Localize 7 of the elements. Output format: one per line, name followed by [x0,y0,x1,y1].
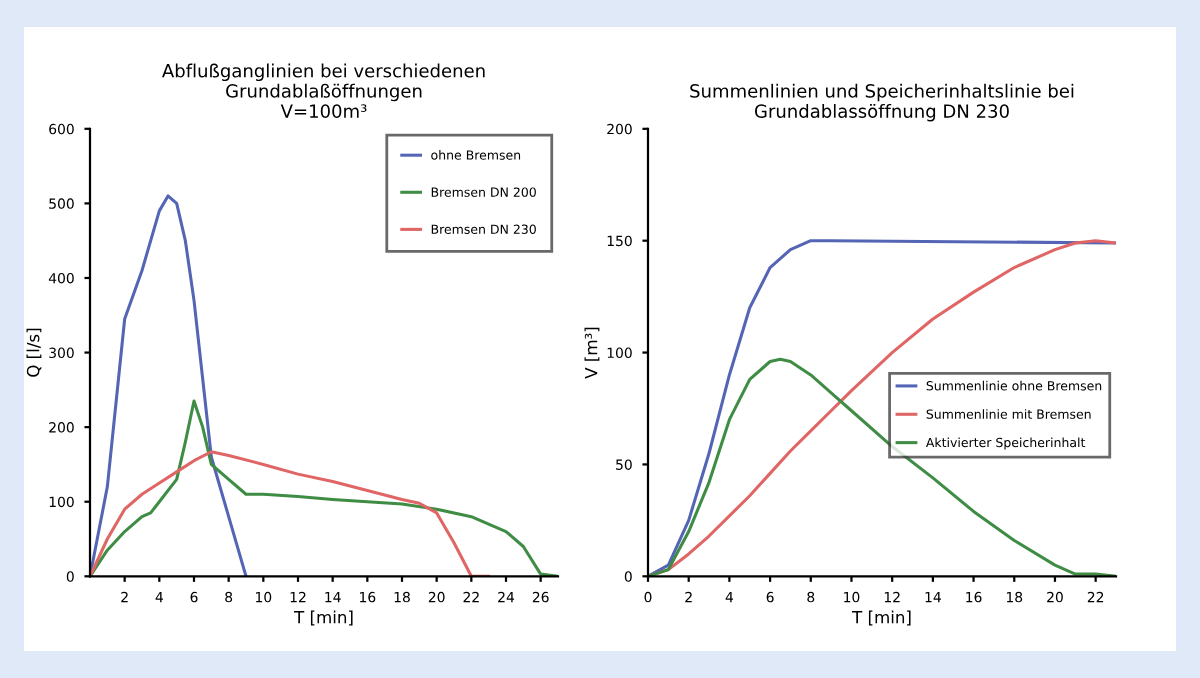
y-axis-title: Q [l/s] [26,328,42,377]
x-axis-title: T [min] [294,610,353,626]
chart-title: Summenlinien und Speicherinhaltslinie bei Grundablassöffnung DN 230 [690,83,1074,122]
chart-title: Abflußganglinien bei verschiedenen Grundablaßöffnungen V=100m³ [162,63,485,118]
line-series [90,194,248,577]
y-axis-title: V [m³] [584,327,600,379]
x-axis-title: T [min] [852,610,911,626]
